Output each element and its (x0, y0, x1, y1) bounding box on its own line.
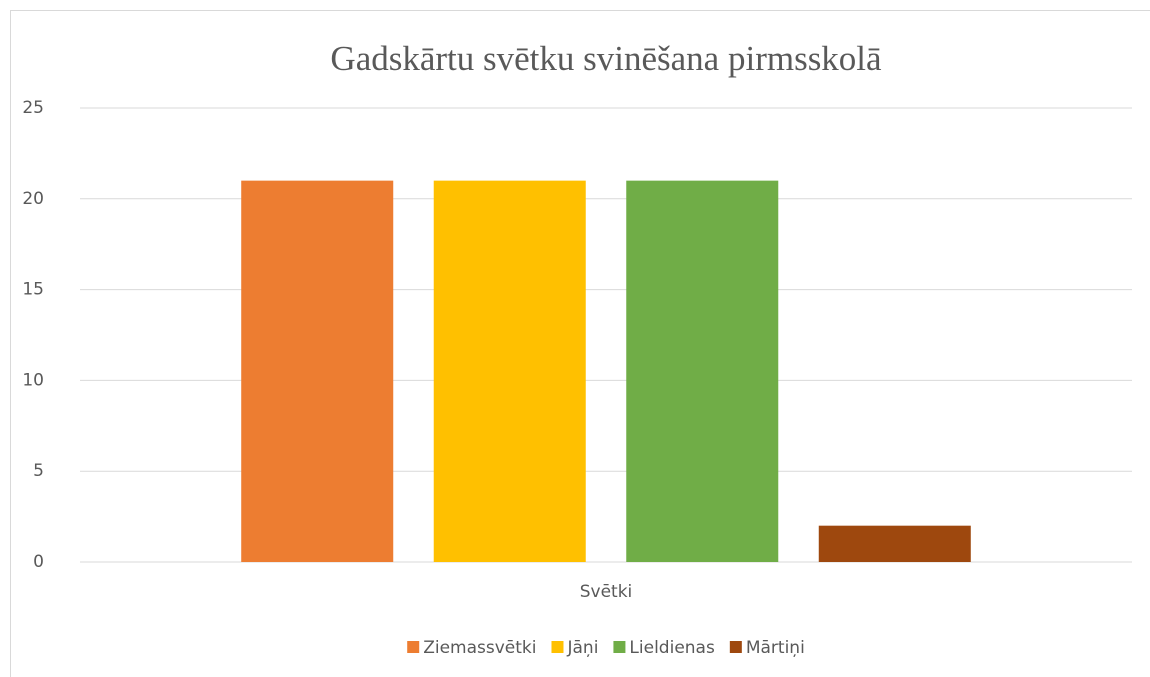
y-tick-label: 15 (22, 280, 44, 300)
bar (241, 180, 394, 562)
bar (626, 180, 779, 562)
y-tick-label: 5 (33, 461, 44, 481)
legend-swatch (729, 641, 742, 653)
legend-swatch (613, 641, 626, 653)
bar (818, 525, 971, 562)
y-tick-label: 25 (22, 98, 44, 118)
legend-label: Ziemassvētki (423, 638, 536, 658)
y-tick-label: 0 (33, 552, 44, 572)
legend-swatch (551, 641, 564, 653)
bar (433, 180, 586, 562)
legend-swatch (407, 641, 420, 653)
y-tick-label: 10 (22, 370, 44, 390)
chart-title: Gadskārtu svētku svinēšana pirmsskolā (330, 39, 882, 78)
y-tick-label: 20 (22, 189, 44, 209)
legend-label: Lieldienas (629, 638, 715, 658)
legend-label: Jāņi (566, 638, 598, 658)
x-tick-label: Svētki (580, 582, 633, 602)
legend-label: Mārtiņi (746, 638, 805, 658)
